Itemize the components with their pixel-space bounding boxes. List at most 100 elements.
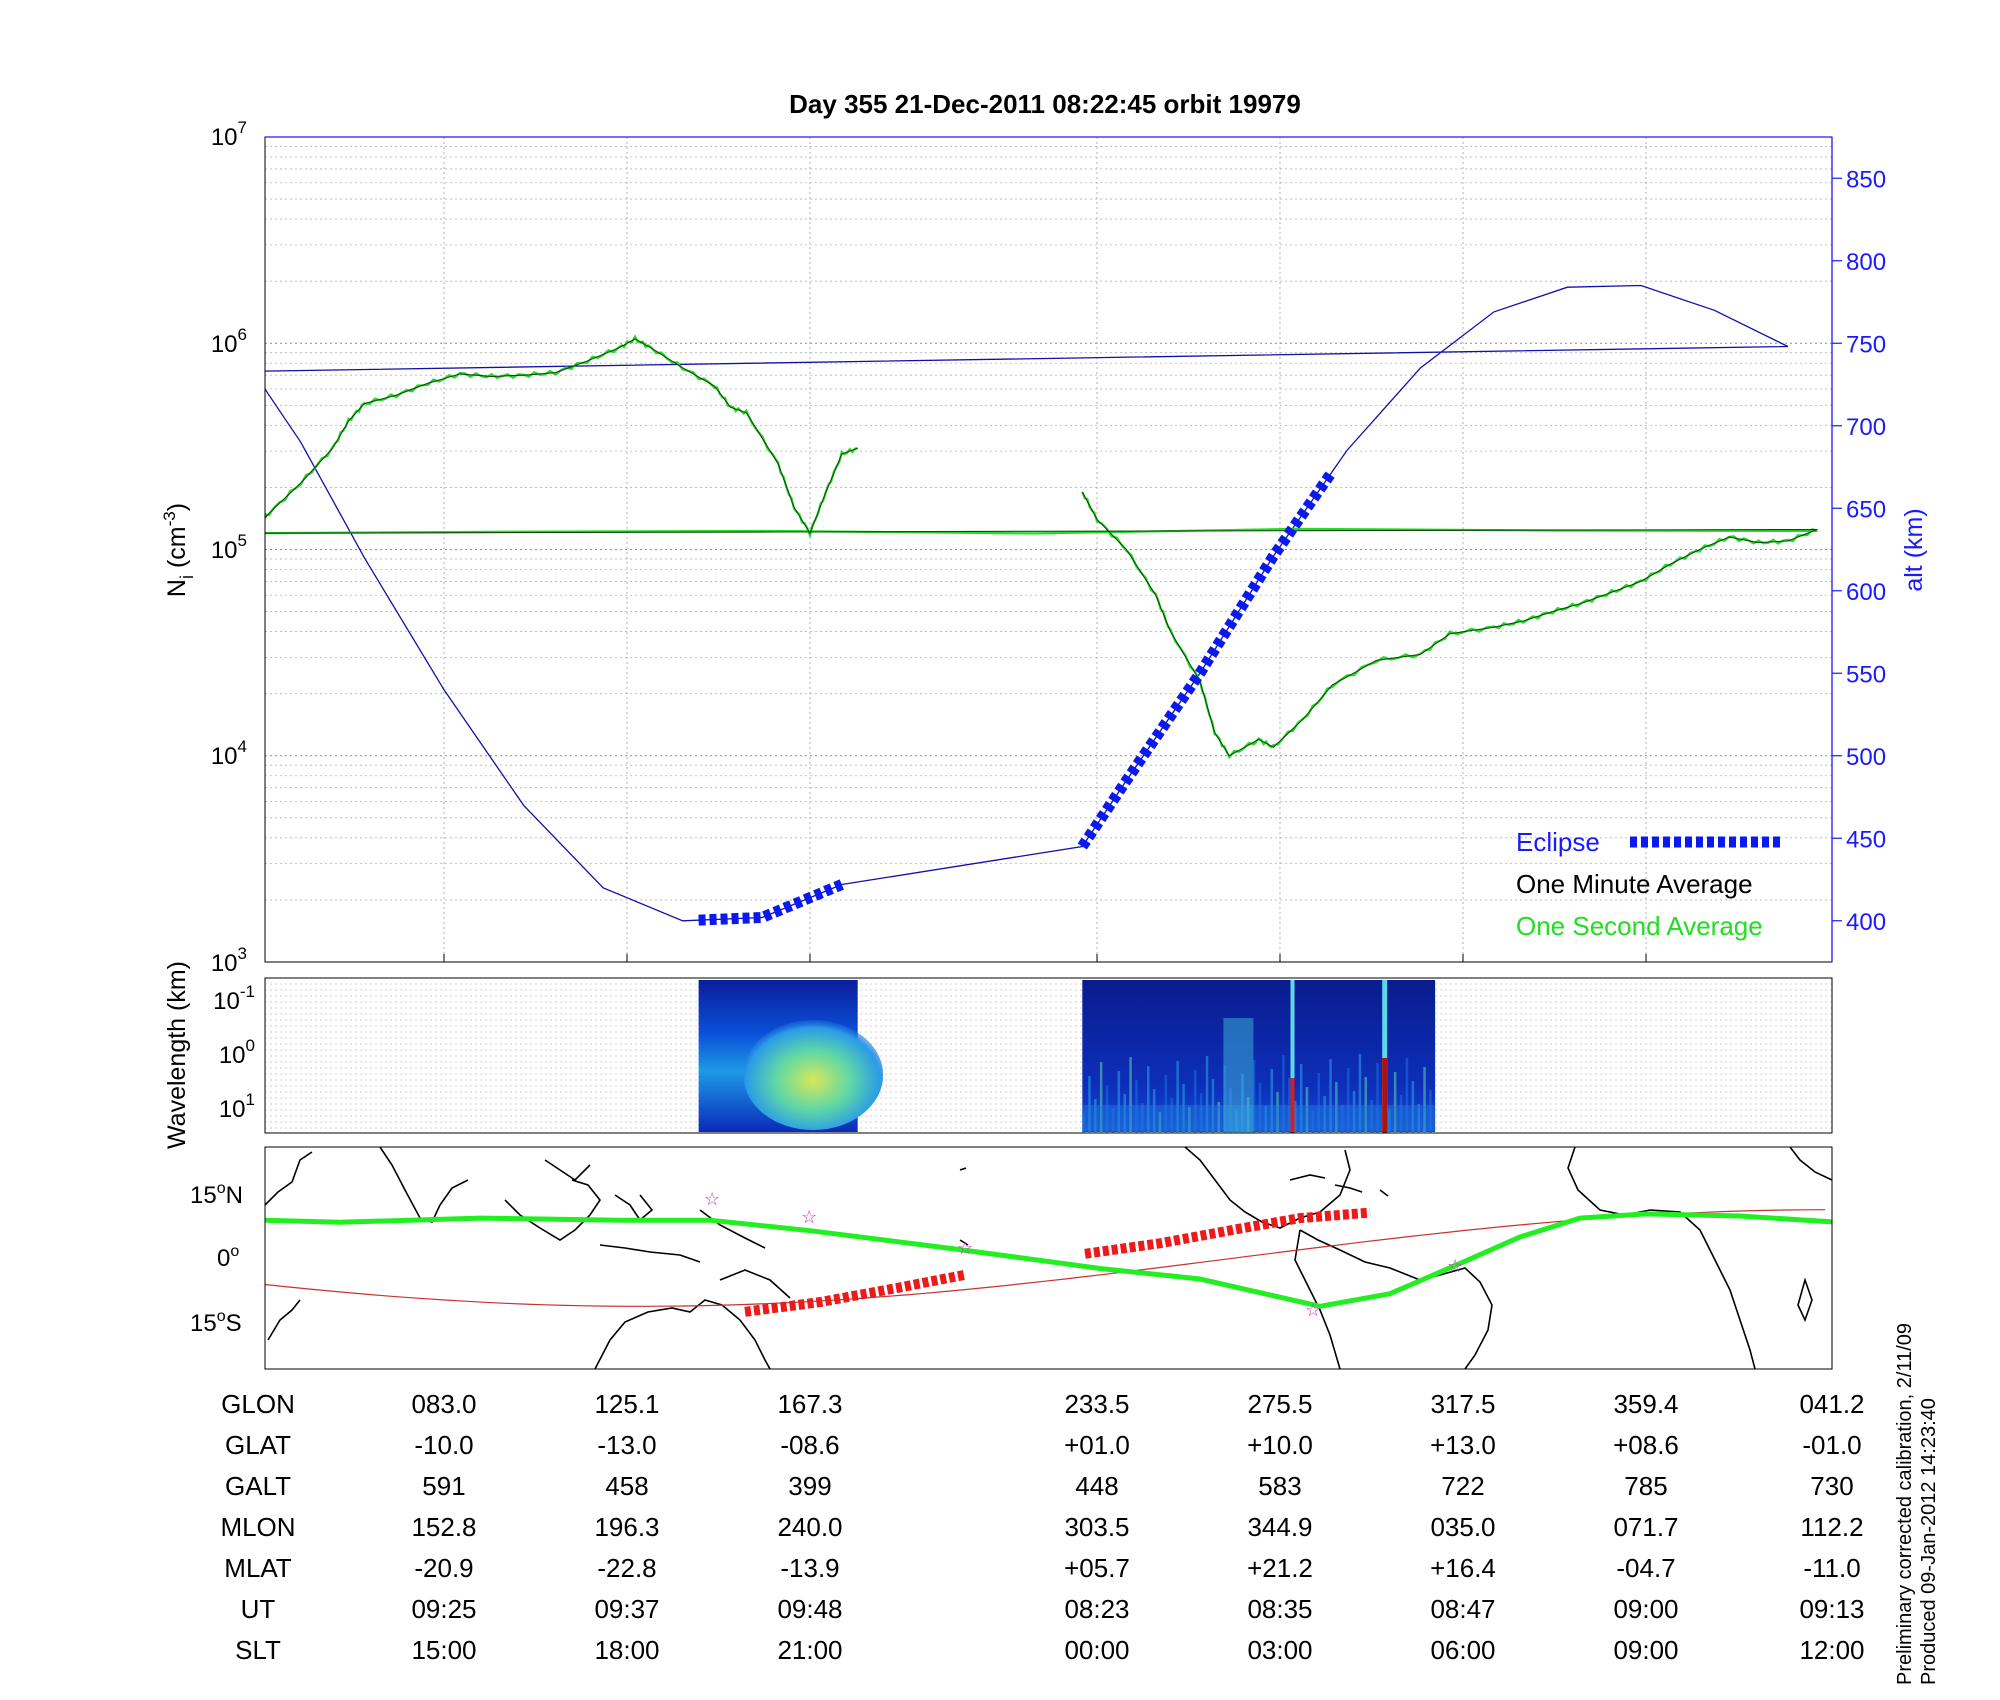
legend: Eclipse One Minute Average One Second Av…: [1516, 827, 1782, 941]
spectrogram-stripe: [1305, 1087, 1309, 1133]
table-cell: 00:00: [1064, 1635, 1129, 1665]
table-row-label: GALT: [225, 1471, 291, 1501]
table-cell: -01.0: [1802, 1430, 1861, 1460]
table-cell: 06:00: [1430, 1635, 1495, 1665]
altitude-tick-label: 450: [1846, 826, 1886, 853]
table-cell: -13.9: [780, 1553, 839, 1583]
table-cell: 583: [1258, 1471, 1301, 1501]
coastline-africa-west: [1567, 1147, 1756, 1369]
table-cell: 21:00: [777, 1635, 842, 1665]
table-cell: -13.0: [597, 1430, 656, 1460]
y-tick-label: 100: [219, 1036, 255, 1069]
map-stars: ☆ ☆ ☆ ☆ ☆: [704, 1189, 1463, 1320]
ground-track: [265, 1211, 1832, 1309]
spectrogram-spike: [1290, 980, 1295, 1132]
spectrogram-stripe: [1329, 1059, 1332, 1133]
table-cell: 12:00: [1799, 1635, 1864, 1665]
spectrogram-y-label: Wavelength (km): [163, 961, 191, 1149]
spectrogram-stripe: [1135, 1080, 1138, 1133]
y-tick-label: 10-1: [213, 982, 255, 1015]
table-cell: +16.4: [1430, 1553, 1496, 1583]
table-cell: -08.6: [780, 1430, 839, 1460]
coastline-new-guinea: [719, 1269, 791, 1299]
spectrogram-stripe: [1258, 1083, 1262, 1133]
table-cell: +01.0: [1064, 1430, 1130, 1460]
spectrogram-frame: [264, 977, 1833, 1134]
altitude-tick-label: 500: [1846, 744, 1886, 771]
table-cell: 035.0: [1430, 1512, 1495, 1542]
spectrogram-stripe: [1270, 1069, 1273, 1133]
spectrogram-stripe: [1199, 1093, 1203, 1133]
spectrogram-stripe: [1129, 1057, 1132, 1133]
table-cell: 303.5: [1064, 1512, 1129, 1542]
spectrogram-stripe: [1094, 1099, 1097, 1133]
spectrogram-stripe: [1282, 1055, 1285, 1133]
chart-title: Day 355 21-Dec-2011 08:22:45 orbit 19979: [789, 89, 1301, 119]
spectrogram-y-ticks: 10-1 100 101: [213, 982, 255, 1123]
one-minute-average-line: [265, 338, 858, 535]
altitude-y-label: alt (km): [1900, 508, 1928, 591]
spectrogram-stripe: [1188, 1107, 1191, 1133]
table-row-label: GLON: [221, 1389, 295, 1419]
spectrogram-spike: [1382, 1058, 1388, 1133]
calibration-note: Preliminary corrected calibration, 2/11/…: [1894, 1323, 1916, 1685]
table-cell: 317.5: [1430, 1389, 1495, 1419]
one-second-average-line: [265, 491, 1818, 760]
spectrogram-stripe: [1299, 1064, 1303, 1133]
table-cell: 167.3: [777, 1389, 842, 1419]
table-cell: 359.4: [1613, 1389, 1678, 1419]
table-cell: 448: [1075, 1471, 1118, 1501]
spectrogram-panel: 10-1 100 101 Wavelength (km): [163, 961, 1833, 1149]
map-y-ticks: 15oN 0o 15oS: [190, 1180, 243, 1337]
spectrogram-block: [698, 980, 884, 1132]
table-cell: 785: [1624, 1471, 1667, 1501]
table-cell: +10.0: [1247, 1430, 1313, 1460]
spectrogram-stripe: [1288, 1078, 1291, 1133]
one-second-average-line: [265, 334, 858, 539]
table-row-label: SLT: [235, 1635, 281, 1665]
spectrogram-stripes: [1082, 980, 1436, 1133]
table-cell: 09:25: [411, 1594, 476, 1624]
table-cell: 09:48: [777, 1594, 842, 1624]
table-cell: 08:23: [1064, 1594, 1129, 1624]
one-minute-average-line: [265, 491, 1818, 757]
map-frame: [264, 1146, 1833, 1370]
spectrogram-stripe: [1182, 1084, 1185, 1133]
density-panel: 103 104 105 106 107 Ni (cm-3) 400 450 500 5…: [160, 118, 1928, 977]
coastline-north-america: [1184, 1147, 1351, 1229]
table-cell: 152.8: [411, 1512, 476, 1542]
orbit-table: GLON 083.0 125.1 167.3 233.5 275.5 317.5 359.4 0…: [220, 1389, 1864, 1665]
spectrogram-spike: [1382, 980, 1388, 1132]
altitude-tick-label: 600: [1846, 579, 1886, 606]
table-cell: 458: [605, 1471, 648, 1501]
table-cell: -10.0: [414, 1430, 473, 1460]
spectrogram-stripe: [1323, 1096, 1326, 1133]
spectrogram-stripe: [1176, 1061, 1179, 1133]
table-cell: 09:00: [1613, 1635, 1678, 1665]
altitude-y-ticks: 400 450 500 550 600 650 700 750 800 850: [1832, 166, 1886, 936]
spectrogram-stripe: [1099, 1062, 1103, 1133]
coastline-caribbean: [1289, 1174, 1389, 1197]
spectrogram-stripe: [1429, 1090, 1432, 1133]
density-grid: [265, 137, 1832, 963]
spectrogram-stripe: [1294, 1101, 1297, 1133]
table-cell: 15:00: [411, 1635, 476, 1665]
altitude-tick-label: 550: [1846, 661, 1886, 688]
table-cell: 591: [422, 1471, 465, 1501]
table-row-label: GLAT: [225, 1430, 291, 1460]
spectrogram-stripe: [1082, 1113, 1085, 1133]
spectrogram-stripe: [1217, 1102, 1220, 1133]
spectrogram-band: [1082, 1105, 1436, 1131]
spectrogram-stripe: [1211, 1079, 1215, 1133]
legend-eclipse-label: Eclipse: [1516, 827, 1600, 857]
table-cell: 722: [1441, 1471, 1484, 1501]
spectrogram-stripe: [1147, 1066, 1150, 1133]
spectrogram-stripe: [1370, 1100, 1373, 1133]
spectrogram-stripe: [1335, 1082, 1338, 1133]
table-row-label: MLAT: [224, 1553, 292, 1583]
y-tick-label: 105: [211, 531, 247, 564]
table-cell: 09:37: [594, 1594, 659, 1624]
produced-note: Produced 09-Jan-2012 14:23:40: [1918, 1398, 1940, 1685]
table-cell: -11.0: [1803, 1553, 1860, 1583]
table-cell: 125.1: [594, 1389, 659, 1419]
